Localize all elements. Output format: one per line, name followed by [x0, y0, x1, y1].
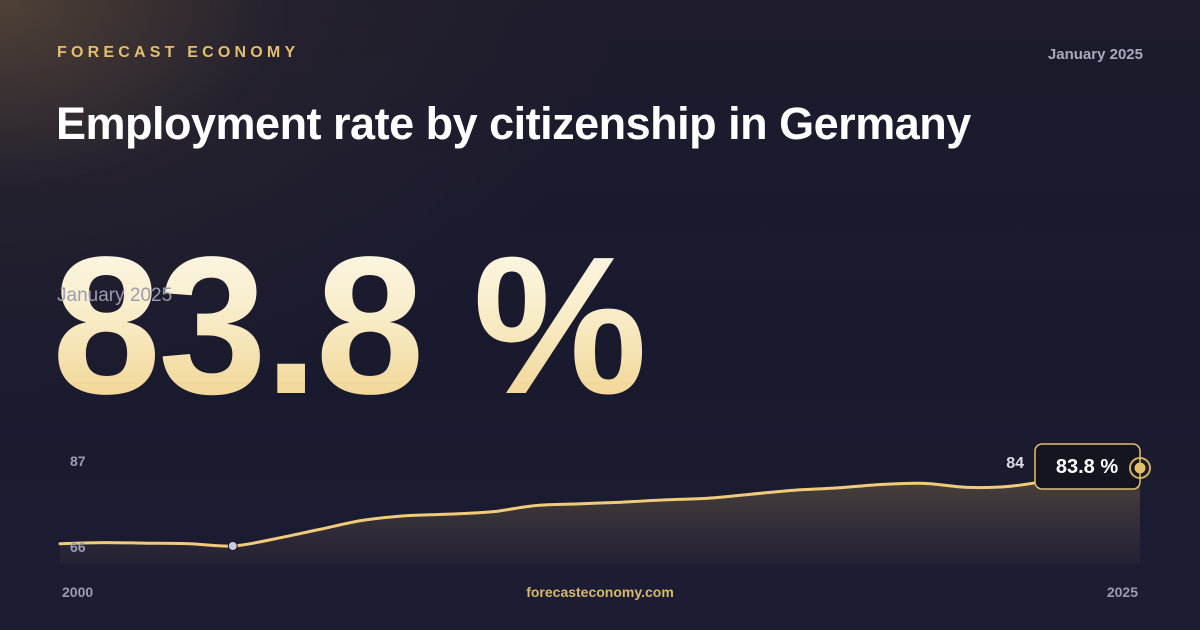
x-tick-label: 2025	[1107, 584, 1138, 600]
headline-period: January 2025	[57, 285, 173, 306]
headline-value: 83.8 %	[52, 216, 647, 435]
report-date: January 2025	[1047, 46, 1143, 63]
end-marker-ring	[1129, 457, 1151, 479]
brand-name: FORECAST ECONOMY	[57, 44, 300, 61]
y-tick-label: 66	[70, 539, 86, 555]
highlight-point	[227, 541, 238, 551]
end-value-label: 84	[1006, 455, 1024, 472]
series-area	[60, 468, 1140, 564]
value-badge-text: 83.8 %	[1056, 456, 1118, 478]
end-marker-dot	[1134, 462, 1146, 474]
page-title: Employment rate by citizenship in German…	[56, 98, 971, 149]
site-url: forecasteconomy.com	[526, 584, 674, 600]
x-tick-label: 2000	[62, 584, 93, 600]
y-tick-label: 87	[70, 453, 86, 469]
